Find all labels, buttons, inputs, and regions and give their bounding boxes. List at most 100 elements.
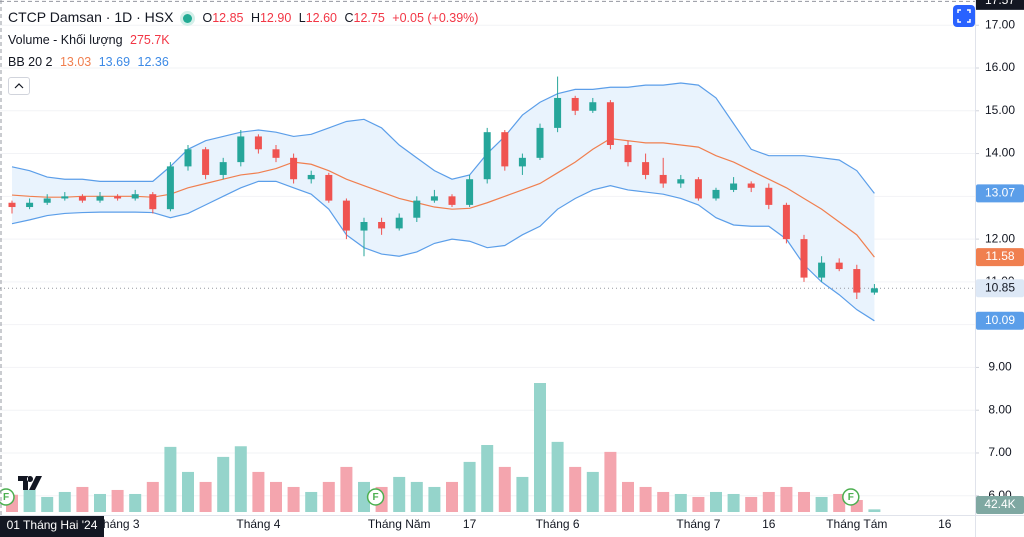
volume-bar [111,489,124,512]
candle-body [571,97,579,111]
candle-body [219,162,227,175]
collapse-button[interactable] [8,77,30,95]
high-value: 12.90 [259,11,292,25]
bb-lower: 12.36 [137,55,169,69]
volume-bar [410,481,423,512]
volume-tag: 42.4K [984,497,1015,511]
candle-body [78,196,86,201]
candle-body [413,200,421,218]
candle-body [642,162,650,175]
candle-body [518,157,526,167]
logo-shape [18,476,42,490]
y-tick-label: 15.00 [985,103,1015,117]
band-lower [11,180,875,322]
candle-body [554,97,562,128]
volume-tag-bg [976,496,1024,514]
volume-label: Volume - Khối lượng [8,33,123,47]
close-value: 12.75 [353,11,385,25]
bb-label: BB 20 2 [8,55,53,69]
volume-bar [674,493,687,512]
volume-bar [798,491,810,512]
candle-body [501,132,509,167]
y-tick-label: 16.00 [985,60,1015,74]
candle-body [448,196,456,205]
candle-body [800,239,808,278]
candle-body [202,149,210,175]
volume-bar [393,476,406,512]
event-marker: F [842,488,860,506]
crosshair-date: 01 Tháng Hai '24 [7,518,98,532]
candle-body [307,174,315,180]
x-tick-label: Tháng 7 [676,517,720,531]
middle-tag: 11.58 [985,249,1014,263]
volume-bar [340,466,353,512]
y-tick-label: 7.00 [988,445,1012,459]
volume-bar [217,456,230,512]
upper-tag: 13.07 [985,186,1015,200]
candle-body [870,288,878,293]
change: +0.05 (+0.39%) [392,11,479,25]
x-tick-label: 16 [938,517,952,531]
volume-bar [622,481,634,512]
candle-body [149,194,157,210]
event-circle [0,488,15,506]
candle-body [536,127,544,158]
candle-body [747,183,755,188]
volume-bar [463,461,476,512]
candle-body [677,179,685,184]
volume-bar [710,491,722,512]
candle-body [272,149,280,158]
volume-bar [868,509,881,512]
volume-bar [498,466,511,512]
candle-body [342,200,350,231]
volume-bar [270,481,282,512]
candle-body [818,262,826,278]
x-tick-label: Tháng 3 [96,517,140,531]
legend: CTCP Damsan · 1D · HSX O12.85 H12.90 L12.… [8,6,478,95]
y-tick-label: 8.00 [988,402,1012,416]
lower-tag: 10.09 [985,313,1015,327]
volume-bar [164,446,177,512]
volume-bar [58,491,71,512]
status-dot [183,14,193,24]
candle-body [378,221,386,229]
candle-body [290,157,298,180]
close-label: C [344,11,354,25]
event-circle [366,488,385,506]
candle-body [166,166,174,210]
volume-bar [199,481,212,512]
candle-body [237,136,245,163]
middle-tag-bg [976,248,1024,267]
fullscreen-button[interactable] [953,5,975,27]
volume-bar [76,486,89,512]
candle-body [131,194,139,199]
event-label: F [848,492,854,503]
x-tick-label: Tháng 6 [536,517,580,531]
volume-bar [146,481,159,512]
candle-body [360,221,368,231]
candle-body [466,179,474,205]
candle-body [835,262,843,270]
title-row: CTCP Damsan · 1D · HSX O12.85 H12.90 L12.… [8,6,478,29]
volume-bar [762,491,775,512]
event-circle [842,488,860,506]
tradingview-logo [18,476,42,490]
candle-body [184,149,192,167]
volume-bar [516,476,529,512]
candle-body [43,198,51,203]
crosshair-price-bg [976,0,1024,10]
bb-middle: 13.03 [59,55,92,69]
chevron [14,83,24,89]
event-marker: F [0,488,15,506]
candle-body [96,196,104,201]
volume-row: Volume - Khối lượng 275.7K [8,29,478,51]
volume-bar [129,493,142,512]
volume-bar [252,471,265,512]
volume-bar [569,466,582,512]
chart-title: CTCP Damsan · 1D · HSX [8,9,174,25]
volume-bar [780,486,793,512]
event-label: F [3,492,9,503]
volume-bar [234,446,247,512]
volume-bar [745,496,758,512]
